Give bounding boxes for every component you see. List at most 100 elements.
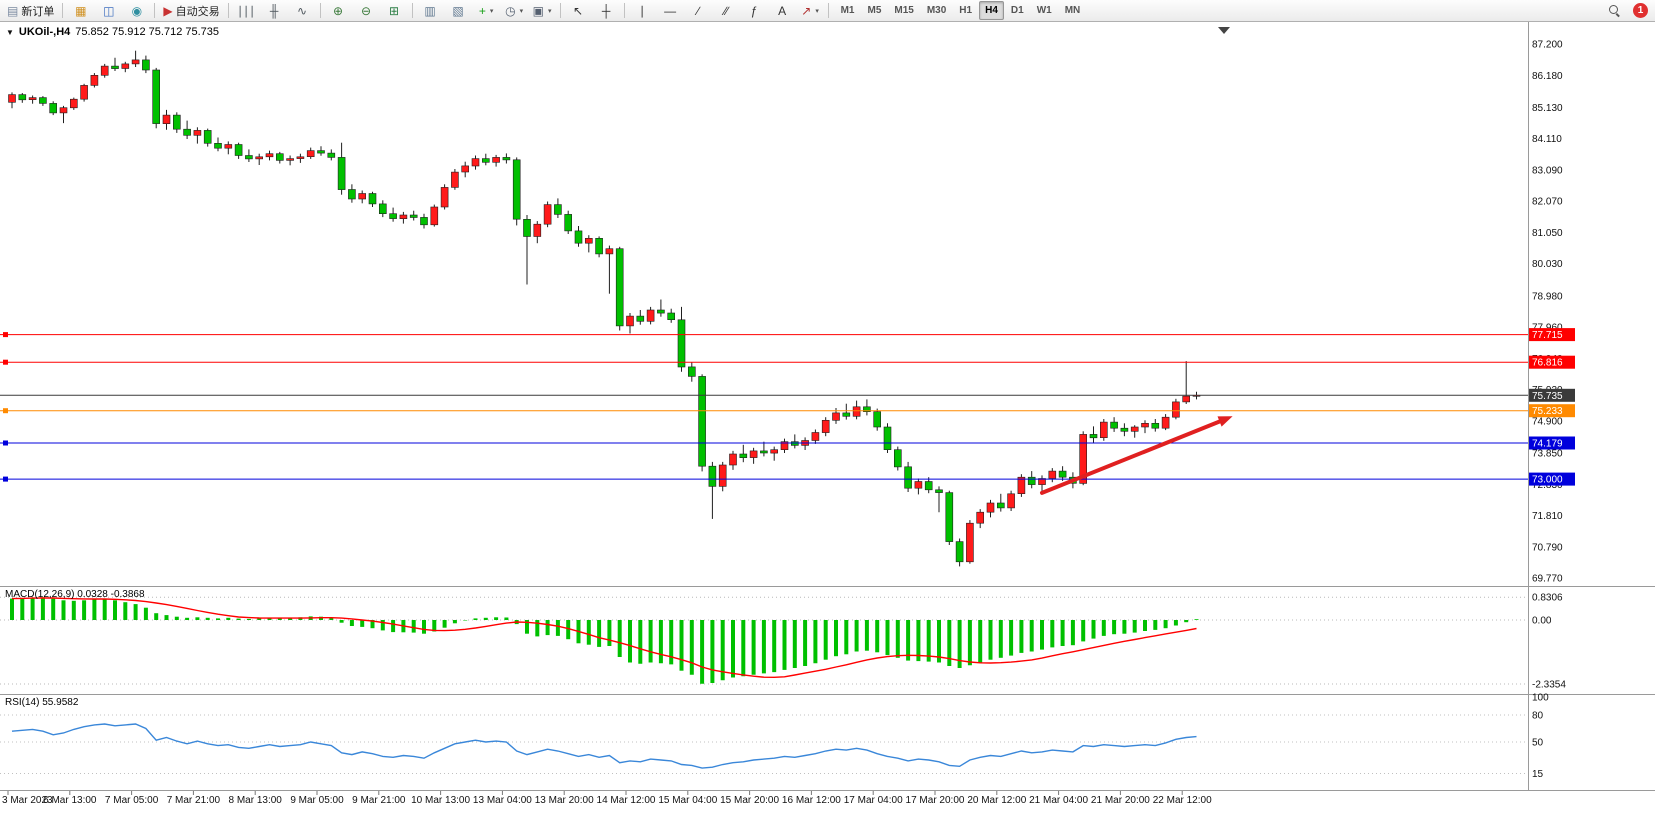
candlestick-chart-button[interactable]: ╫ (261, 0, 288, 21)
candle-up (162, 114, 171, 124)
zoom-out-button[interactable]: ⊖ (353, 0, 380, 21)
profiles-button[interactable]: ▥ (417, 0, 444, 21)
candle-down (842, 412, 851, 417)
channel-button[interactable]: ∕∕ (713, 0, 740, 21)
trendline-button[interactable]: ∕ (685, 0, 712, 21)
templates-button[interactable]: ▣ ▾ (529, 0, 556, 21)
candle-down (1110, 421, 1118, 429)
candle-up (1007, 493, 1015, 509)
timeframe-button-m1[interactable]: M1 (840, 5, 855, 16)
chart-shift-marker[interactable] (1218, 27, 1230, 34)
candle-down (996, 502, 1005, 509)
timeframe-button-m15[interactable]: M15 (894, 5, 914, 16)
arrow-tool-icon: ↗ (801, 3, 812, 18)
time-axis-label: 21 Mar 20:00 (1091, 795, 1150, 806)
line-handle[interactable] (3, 332, 8, 338)
time-axis-label: 15 Mar 20:00 (720, 795, 779, 806)
line-handle[interactable] (3, 359, 8, 365)
line-chart-icon: ∿ (297, 3, 308, 18)
data-window-button[interactable]: ▧ (445, 0, 472, 21)
timeframe-button-h1[interactable]: H1 (959, 5, 973, 16)
candle-down (574, 230, 583, 244)
new-order-button[interactable]: ▤ 新订单 (3, 0, 58, 21)
candle-up (729, 453, 737, 466)
toolbar-separator (319, 3, 321, 18)
timeframe-button-mn[interactable]: MN (1064, 5, 1081, 16)
candle-up (306, 150, 315, 158)
candle-down (893, 449, 902, 468)
crosshair-button[interactable]: ┼ (593, 0, 620, 21)
line-handle[interactable] (3, 408, 8, 414)
candle-up (1141, 422, 1149, 428)
candle-up (224, 144, 233, 149)
candle-down (203, 130, 212, 144)
candle-down (873, 411, 882, 428)
search-button[interactable] (1601, 0, 1628, 21)
vertical-line-button[interactable]: ∣ (629, 0, 656, 21)
timeframe-button-h4[interactable]: H4 (979, 1, 1004, 20)
chart-ohlc-values: 75.852 75.912 75.712 75.735 (75, 26, 220, 38)
line-handle[interactable] (3, 440, 8, 446)
template-icon: ▣ (532, 3, 544, 18)
macd-label: MACD(12,26,9) 0.0328 -0.3868 (5, 589, 145, 600)
text-icon: A (778, 3, 787, 18)
price-badge (1529, 388, 1575, 402)
one-click-trading-icon[interactable]: ▼ (6, 27, 14, 37)
time-axis-label: 9 Mar 05:00 (290, 795, 344, 806)
trend-arrow-line[interactable] (1040, 419, 1222, 495)
notification-badge[interactable]: 1 (1633, 3, 1648, 18)
market-watch-button[interactable]: ◫ (95, 0, 122, 21)
tile-windows-button[interactable]: ⊞ (381, 0, 408, 21)
timeframe-button-w1[interactable]: W1 (1036, 5, 1052, 16)
candle-up (1182, 395, 1190, 403)
rsi-scale-label: 100 (1532, 693, 1549, 704)
candle-down (677, 319, 686, 368)
navigator-button[interactable]: ◉ (123, 0, 150, 21)
arrows-button[interactable]: ↗ ▾ (797, 0, 824, 21)
candle-down (1058, 470, 1067, 478)
toolbar-separator (559, 3, 561, 18)
candle-down (409, 214, 418, 218)
profiles-icon: ▥ (424, 3, 436, 18)
bar-chart-button[interactable]: ∣∣∣ (233, 0, 260, 21)
candle-down (1120, 427, 1129, 432)
candle-up (471, 158, 480, 167)
candle-up (832, 412, 840, 421)
horizontal-line-button[interactable]: — (657, 0, 684, 21)
zoom-in-button[interactable]: ⊕ (325, 0, 352, 21)
candle-up (718, 464, 727, 487)
candle-up (646, 309, 655, 322)
fibonacci-button[interactable]: ƒ (741, 0, 768, 21)
price-badge-label: 76.816 (1532, 358, 1563, 369)
candle-down (657, 309, 665, 314)
time-axis-label: 15 Mar 04:00 (658, 795, 717, 806)
chart-title: ▼ UKOil-,H4 75.852 75.912 75.712 75.735 (6, 26, 219, 38)
add-indicator-button[interactable]: + ▾ (473, 0, 500, 21)
timeframe-button-m30[interactable]: M30 (926, 5, 947, 16)
periods-button[interactable]: ◷ ▾ (501, 0, 528, 21)
candle-up (100, 65, 109, 76)
time-axis-label: 7 Mar 05:00 (105, 795, 159, 806)
price-badge (1529, 404, 1575, 418)
candle-up (193, 130, 202, 136)
add-indicator-icon: + (478, 3, 486, 18)
auto-trading-button[interactable]: ▶ 自动交易 (159, 0, 223, 21)
price-badge-label: 74.179 (1532, 439, 1563, 450)
toolbar-separator (62, 3, 64, 18)
candle-down (863, 406, 871, 412)
candle-up (986, 502, 995, 513)
dropdown-arrow-icon: ▾ (547, 7, 552, 15)
line-handle[interactable] (3, 476, 8, 482)
new-chart-button[interactable]: ▦ (67, 0, 94, 21)
text-button[interactable]: A (769, 0, 796, 21)
trend-arrow-head[interactable] (1217, 416, 1233, 427)
candle-down (935, 489, 943, 493)
new-order-button-label: 新订单 (21, 5, 55, 18)
candle-down (667, 312, 676, 320)
line-chart-button[interactable]: ∿ (289, 0, 316, 21)
cursor-button[interactable]: ↖ (565, 0, 592, 21)
timeframe-button-m5[interactable]: M5 (867, 5, 882, 16)
cursor-icon: ↖ (573, 3, 584, 18)
timeframe-button-d1[interactable]: D1 (1010, 5, 1024, 16)
